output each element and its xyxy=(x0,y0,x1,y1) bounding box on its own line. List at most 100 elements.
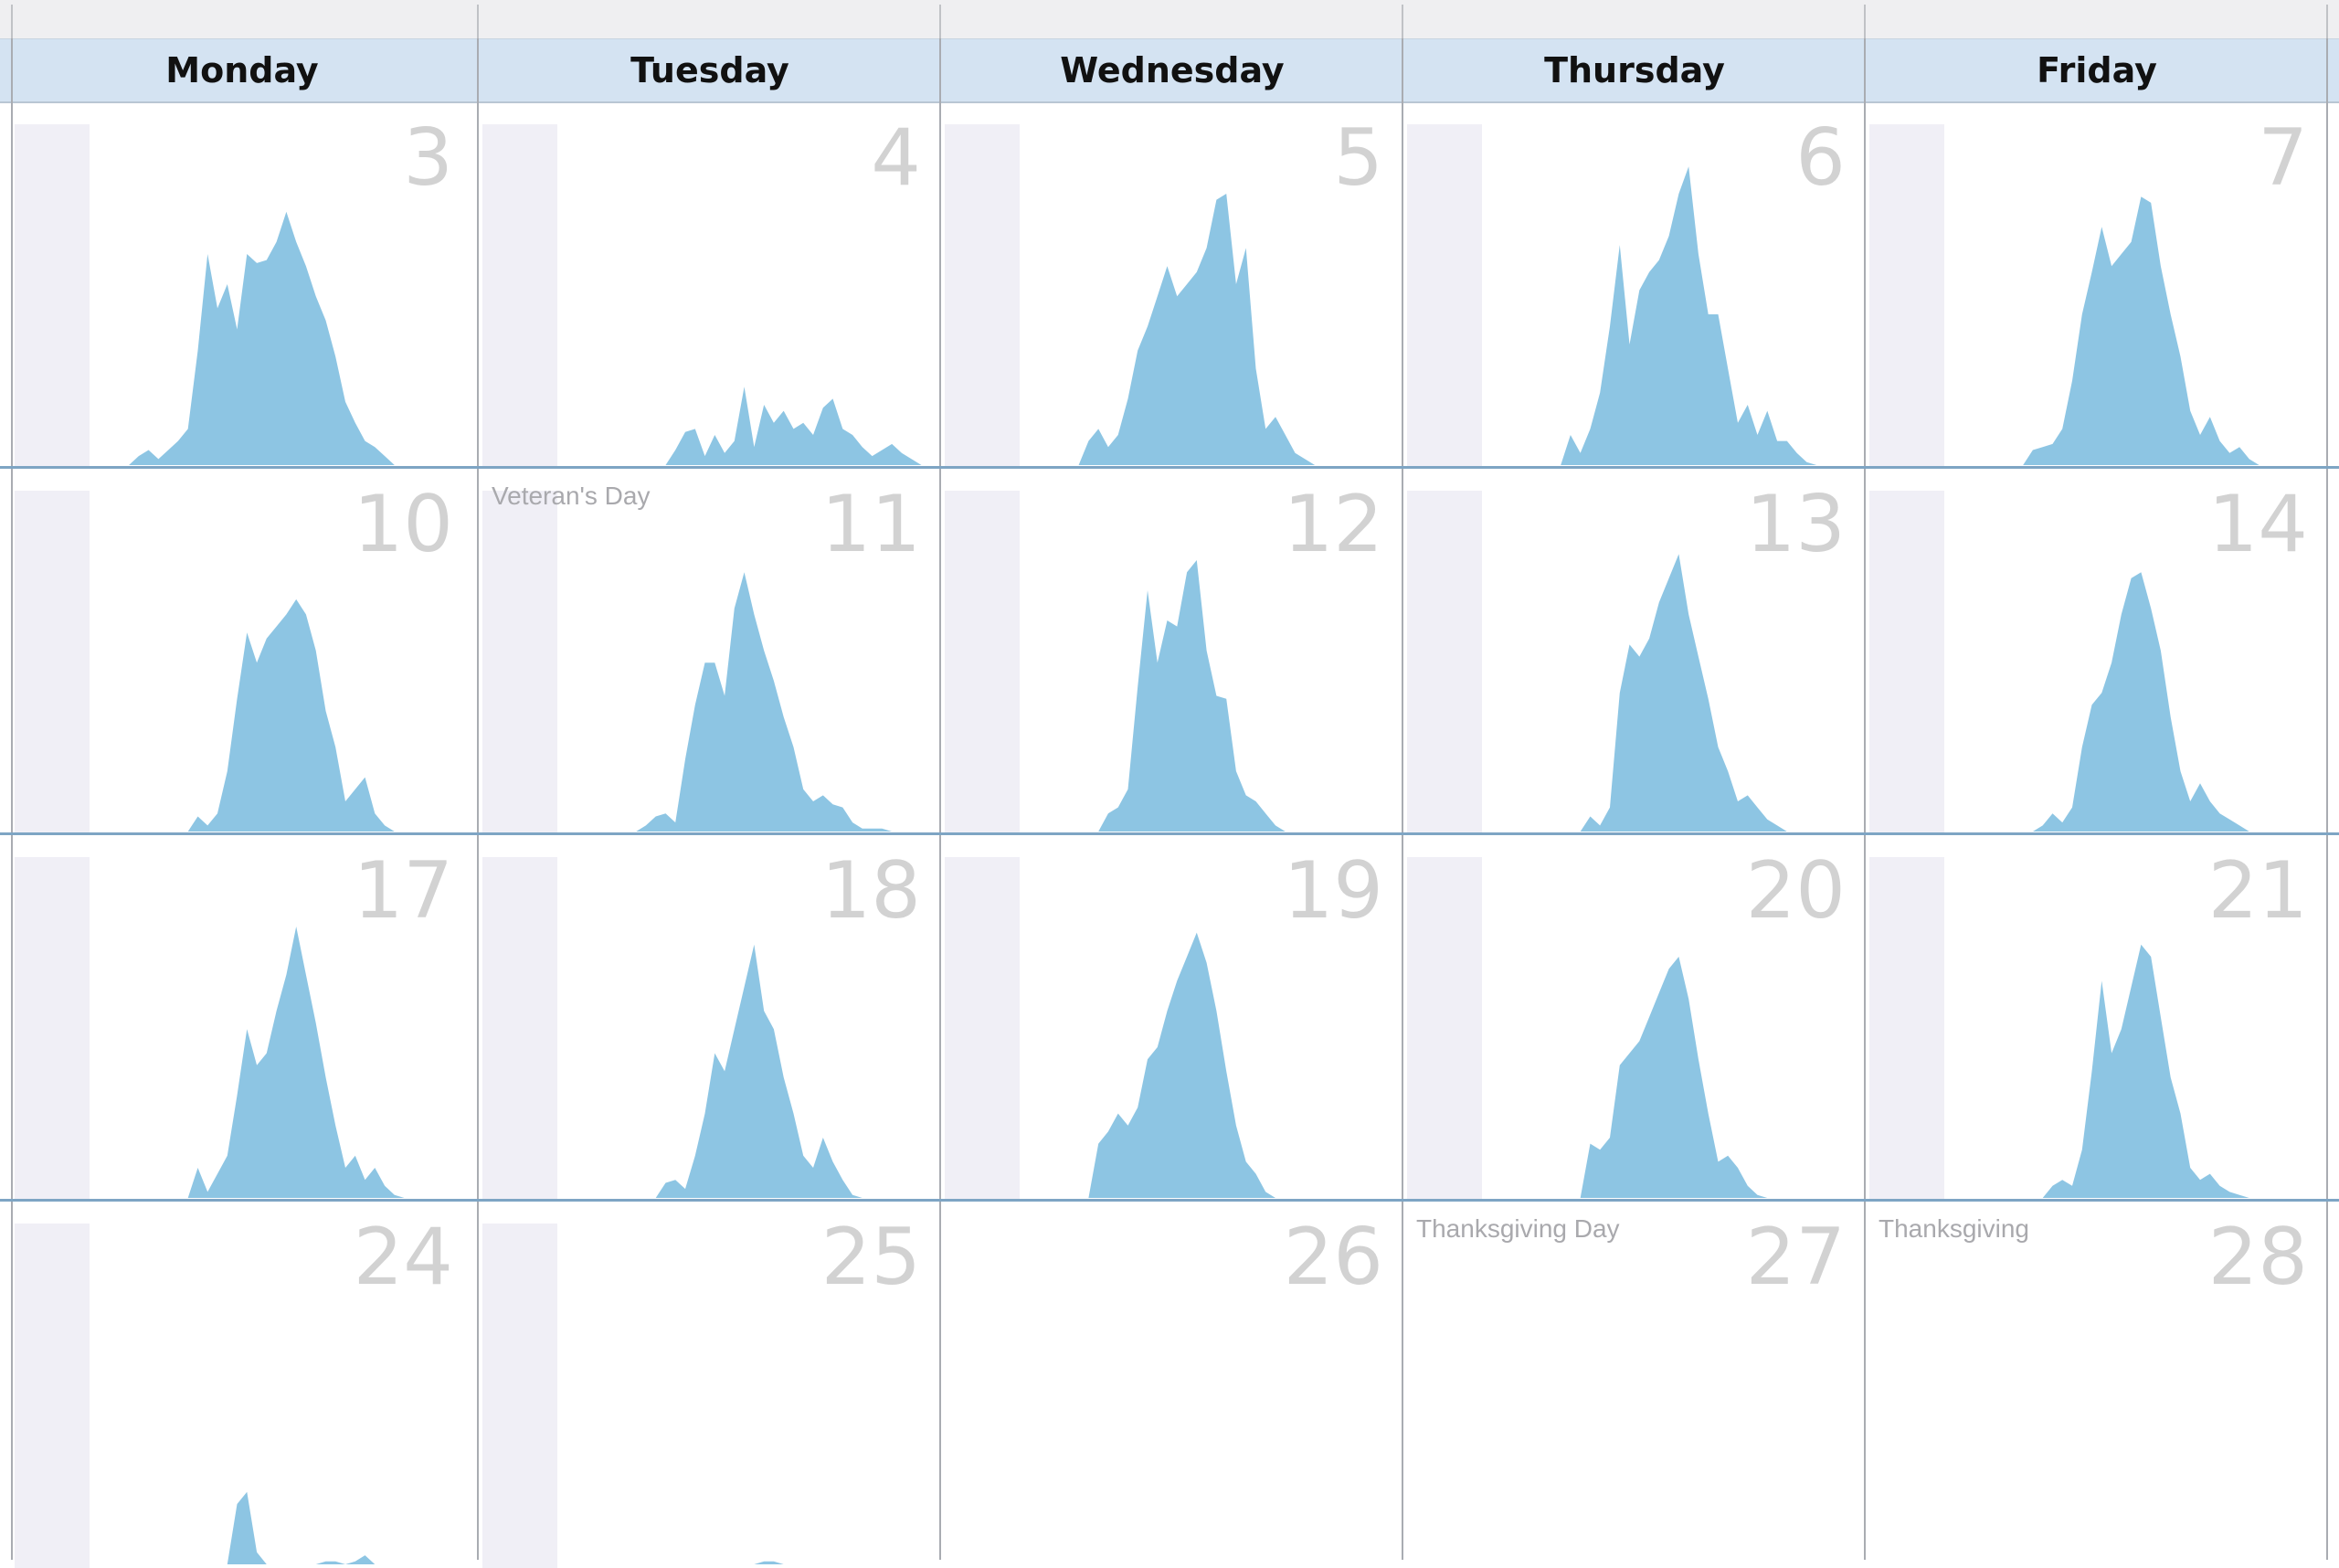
traffic-area xyxy=(1482,957,1866,1198)
day-cell[interactable]: 4 xyxy=(479,102,941,469)
day-number: 10 xyxy=(353,479,453,570)
holiday-label: Thanksgiving xyxy=(1879,1214,2029,1243)
off-hours-shade xyxy=(482,491,557,835)
traffic-area xyxy=(557,572,941,832)
day-cell[interactable]: 3 xyxy=(11,102,473,469)
traffic-sparkline xyxy=(1482,166,1866,466)
day-number: 27 xyxy=(1745,1212,1846,1303)
traffic-sparkline xyxy=(90,927,473,1198)
traffic-area xyxy=(1944,944,2328,1198)
traffic-area xyxy=(1482,554,1866,832)
day-cell[interactable]: 19 xyxy=(941,835,1403,1202)
column-divider xyxy=(477,38,479,1560)
day-number: 5 xyxy=(1333,112,1383,204)
column-divider xyxy=(1402,38,1403,1560)
day-cell[interactable]: 10 xyxy=(11,469,473,835)
traffic-area xyxy=(557,944,941,1198)
day-cell[interactable]: 27 Thanksgiving Day xyxy=(1403,1202,1866,1568)
column-divider xyxy=(11,38,13,1560)
column-divider-top xyxy=(939,5,941,38)
off-hours-shade xyxy=(15,857,90,1202)
off-hours-shade xyxy=(15,124,90,469)
week-divider xyxy=(0,466,2339,469)
day-number: 28 xyxy=(2207,1212,2308,1303)
day-cell[interactable]: 13 xyxy=(1403,469,1866,835)
traffic-sparkline xyxy=(1944,196,2328,466)
day-cell[interactable]: 28 Thanksgiving xyxy=(1866,1202,2328,1568)
day-number: 21 xyxy=(2207,845,2308,937)
day-cell[interactable]: 26 xyxy=(941,1202,1403,1568)
day-cell[interactable]: 25 xyxy=(479,1202,941,1568)
off-hours-shade xyxy=(1869,491,1944,835)
day-cell[interactable]: 24 xyxy=(11,1202,473,1568)
day-cell[interactable]: 21 xyxy=(1866,835,2328,1202)
day-number: 7 xyxy=(2258,112,2308,204)
day-cell[interactable]: 11 Veteran's Day xyxy=(479,469,941,835)
off-hours-shade xyxy=(482,124,557,469)
day-number: 26 xyxy=(1283,1212,1383,1303)
holiday-label: Thanksgiving Day xyxy=(1416,1214,1620,1243)
day-cell[interactable]: 7 xyxy=(1866,102,2328,469)
column-divider-top xyxy=(11,5,13,38)
day-cell[interactable]: 17 xyxy=(11,835,473,1202)
off-hours-shade xyxy=(482,857,557,1202)
day-cell[interactable]: 20 xyxy=(1403,835,1866,1202)
column-divider-top xyxy=(1864,5,1866,38)
traffic-area xyxy=(557,1561,941,1564)
off-hours-shade xyxy=(15,491,90,835)
traffic-sparkline xyxy=(90,599,473,832)
traffic-sparkline xyxy=(1482,554,1866,832)
day-number: 25 xyxy=(820,1212,921,1303)
traffic-area xyxy=(90,1491,473,1564)
day-cell[interactable]: 5 xyxy=(941,102,1403,469)
traffic-sparkline xyxy=(557,572,941,832)
off-hours-shade xyxy=(1869,124,1944,469)
traffic-area xyxy=(557,387,941,465)
traffic-sparkline xyxy=(1020,932,1403,1198)
day-cell[interactable]: 12 xyxy=(941,469,1403,835)
top-strip xyxy=(0,0,2339,38)
traffic-sparkline xyxy=(1020,194,1403,465)
day-number: 14 xyxy=(2207,479,2308,570)
column-divider-top xyxy=(2326,5,2328,38)
traffic-sparkline xyxy=(1020,560,1403,832)
traffic-area xyxy=(1020,194,1403,465)
week-divider xyxy=(0,832,2339,835)
day-cell[interactable]: 18 xyxy=(479,835,941,1202)
weekday-thursday: Thursday xyxy=(1544,50,1725,90)
off-hours-shade xyxy=(1407,124,1482,469)
traffic-sparkline xyxy=(557,387,941,465)
weekday-friday: Friday xyxy=(2037,50,2157,90)
column-divider xyxy=(1864,38,1866,1560)
column-divider xyxy=(2326,38,2328,1560)
traffic-sparkline xyxy=(1482,957,1866,1198)
column-divider-top xyxy=(477,5,479,38)
day-number: 17 xyxy=(353,845,453,937)
traffic-sparkline xyxy=(90,211,473,466)
traffic-area xyxy=(1944,572,2328,832)
traffic-area xyxy=(90,211,473,466)
traffic-area xyxy=(1020,560,1403,832)
day-number: 24 xyxy=(353,1212,453,1303)
traffic-area xyxy=(90,599,473,832)
weekday-header: Monday Tuesday Wednesday Thursday Friday xyxy=(0,38,2339,103)
day-number: 12 xyxy=(1283,479,1383,570)
day-number: 20 xyxy=(1745,845,1846,937)
off-hours-shade xyxy=(945,124,1020,469)
traffic-area xyxy=(90,927,473,1198)
traffic-sparkline xyxy=(1944,944,2328,1198)
weekday-monday: Monday xyxy=(165,50,319,90)
weekday-wednesday: Wednesday xyxy=(1060,50,1285,90)
traffic-sparkline xyxy=(557,944,941,1198)
off-hours-shade xyxy=(1407,857,1482,1202)
day-cell[interactable]: 14 xyxy=(1866,469,2328,835)
off-hours-shade xyxy=(15,1224,90,1568)
day-number: 13 xyxy=(1745,479,1846,570)
traffic-sparkline xyxy=(1944,572,2328,832)
day-cell[interactable]: 6 xyxy=(1403,102,1866,469)
weekday-tuesday: Tuesday xyxy=(630,50,789,90)
day-number: 6 xyxy=(1795,112,1846,204)
off-hours-shade xyxy=(1869,857,1944,1202)
off-hours-shade xyxy=(482,1224,557,1568)
day-number: 19 xyxy=(1283,845,1383,937)
